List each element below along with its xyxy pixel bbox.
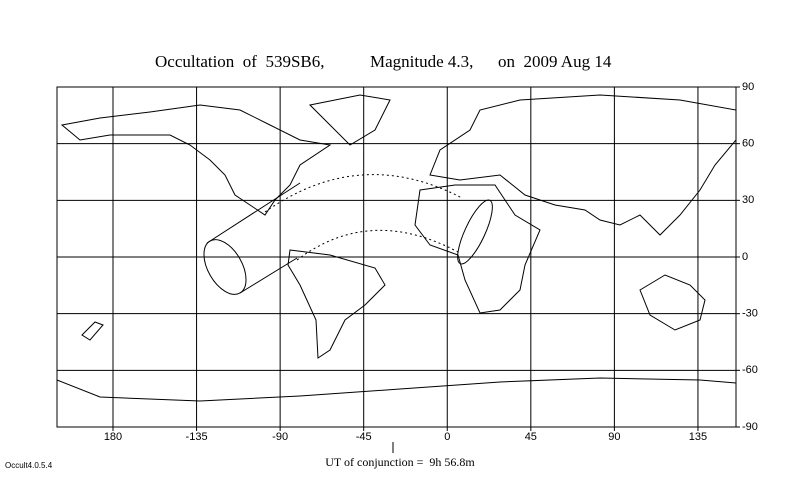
version-label: Occult4.0.5.4 [5,461,53,470]
title-date: on 2009 Aug 14 [498,52,612,71]
eurasia [429,94,737,236]
shadow-cylinder [206,182,301,294]
longitude-label: 0 [444,431,450,443]
greenland [308,94,391,146]
africa [414,184,541,314]
latitude-label: -60 [742,364,758,376]
title-object: Occultation of 539SB6, [155,52,325,71]
longitude-label: 135 [689,431,707,443]
occultation-path [203,174,493,295]
longitude-label: 90 [608,431,620,443]
title-magnitude: Magnitude 4.3, [370,52,473,71]
longitude-label: -135 [186,431,208,443]
new-zealand [81,321,104,341]
latitude-label: 30 [742,194,754,206]
south-america [287,249,386,359]
australia [639,274,706,331]
latitude-label: -30 [742,308,758,320]
latitude-label: -90 [742,421,758,433]
conjunction-label: UT of conjunction = 9h 56.8m [325,455,475,469]
longitude-label: 45 [525,431,537,443]
coastlines [56,94,737,402]
latitude-label: 0 [742,251,748,263]
antarctica [56,377,737,402]
longitude-label: -45 [356,431,372,443]
shadow-ellipse [203,239,247,295]
longitude-label: -90 [272,431,288,443]
latitude-label: 90 [742,81,754,93]
longitude-label: 180 [104,431,122,443]
latitude-label: 60 [742,138,754,150]
path-limit [264,174,463,261]
north-america [60,104,332,216]
